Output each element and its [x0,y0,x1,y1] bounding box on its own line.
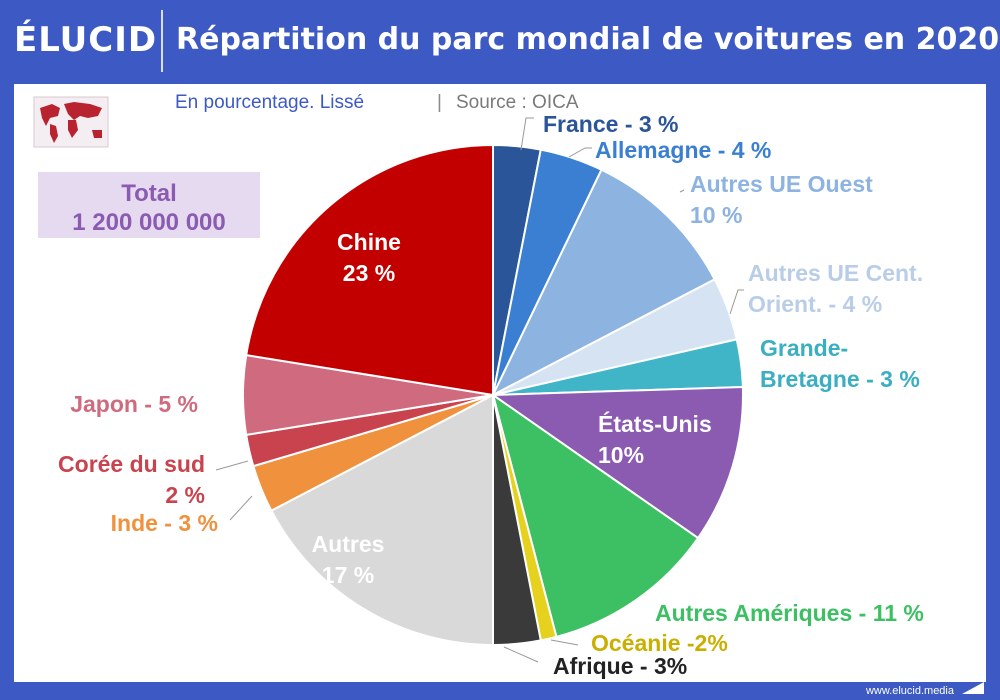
slice-label-chine: Chine [337,229,401,255]
header-bar: ÉLUCID Répartition du parc mondial de vo… [0,0,1000,84]
logo-separator [161,10,163,72]
flag-icon [962,682,984,694]
world-map-icon [33,96,109,148]
leader-line-ue-ouest [679,189,685,193]
slice-label-autres: 17 % [322,562,374,588]
elucid-logo[interactable]: ÉLUCID [14,20,158,60]
slice-label-autres-ue-ouest: 10 % [690,202,742,228]
subtitle-unit: En pourcentage. Lissé [175,92,364,113]
slice-label-autres-ue-cent-orient: Autres UE Cent. [748,260,923,286]
slice-label-afrique: Afrique - 3% [553,653,687,679]
leader-line-inde [229,495,253,521]
slice-label-grande-bretagne: Grande- [760,335,848,361]
pie-slice-autres-ue-ouest [490,168,716,398]
slice-label-grande-bretagne: Bretagne - 3 % [760,366,920,392]
slice-label-coree-du-sud: Corée du sud [58,451,205,477]
slice-label-autres: Autres [312,531,385,557]
total-box: Total 1 200 000 000 [38,172,260,238]
subtitle-source: Source : OICA [456,92,579,113]
total-value: 1 200 000 000 [72,209,225,236]
pie-slice-autres-ameriques [491,392,700,639]
subtitle-separator: | [437,92,442,113]
slice-label-etats-unis: 10% [598,442,644,468]
slice-label-coree-du-sud: 2 % [165,482,205,508]
leader-line-oceanie [550,639,579,646]
chart-title: Répartition du parc mondial de voitures … [176,22,1000,57]
slice-label-france: France - 3 % [543,111,679,137]
pie-slice-autres [270,393,494,647]
total-label: Total [121,180,177,207]
slice-label-etats-unis: États-Unis [598,410,712,437]
pie-slice-etats-unis [489,385,744,540]
leader-lines [215,117,744,663]
slice-label-autres-ue-cent-orient: Orient. - 4 % [748,291,882,317]
leader-line-allemagne [568,147,592,158]
leader-line-afrique [503,646,539,663]
slice-label-oceanie: Océanie -2% [591,630,728,656]
slice-labels: France - 3 %Allemagne - 4 % Autres UE Oue… [58,111,924,679]
leader-line-ue-cent [729,289,744,315]
footer-url[interactable]: www.elucid.media [865,685,955,697]
slice-label-autres-ameriques: Autres Amériques - 11 % [655,600,924,626]
leader-line-coree [215,460,249,471]
slice-label-allemagne: Allemagne - 4 % [595,137,771,163]
slice-label-inde: Inde - 3 % [111,510,218,536]
slice-label-japon: Japon - 5 % [70,391,198,417]
pie-slice-chine [245,143,494,397]
slice-label-chine: 23 % [343,260,395,286]
slice-label-autres-ue-ouest: Autres UE Ouest [690,171,873,197]
leader-line-france [520,117,534,151]
pie-slices [242,143,744,647]
